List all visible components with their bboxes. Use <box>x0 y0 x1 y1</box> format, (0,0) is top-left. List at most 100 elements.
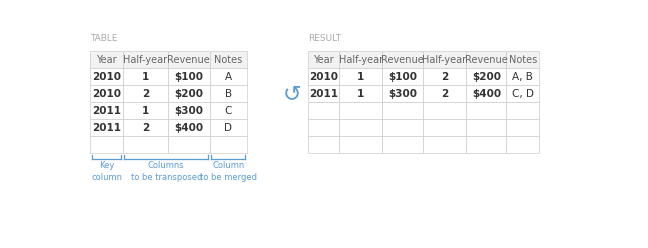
Text: Year: Year <box>313 55 334 65</box>
Text: Notes: Notes <box>214 55 242 65</box>
Text: A, B: A, B <box>513 72 533 82</box>
Bar <box>90 119 123 136</box>
Text: TABLE: TABLE <box>90 34 118 43</box>
Text: B: B <box>225 89 232 99</box>
Text: $100: $100 <box>174 72 203 82</box>
Bar <box>507 85 539 102</box>
Bar <box>507 51 539 68</box>
Bar <box>123 119 168 136</box>
Text: A: A <box>225 72 232 82</box>
Bar <box>422 102 466 119</box>
Text: C: C <box>225 106 232 116</box>
Text: 2011: 2011 <box>92 123 121 132</box>
Bar <box>382 68 422 85</box>
Bar <box>339 68 382 85</box>
Text: 2010: 2010 <box>309 72 338 82</box>
Text: 1: 1 <box>357 72 364 82</box>
Bar <box>308 119 339 136</box>
Bar <box>168 85 210 102</box>
Text: Revenue: Revenue <box>167 55 210 65</box>
Bar <box>210 102 247 119</box>
Bar <box>507 119 539 136</box>
Text: Year: Year <box>97 55 117 65</box>
Text: 2010: 2010 <box>92 72 121 82</box>
Bar <box>382 119 422 136</box>
Text: Revenue: Revenue <box>381 55 424 65</box>
Text: ↺: ↺ <box>283 84 301 104</box>
Bar <box>507 102 539 119</box>
Text: Column
to be merged: Column to be merged <box>200 161 257 182</box>
Bar <box>168 119 210 136</box>
Bar <box>466 51 507 68</box>
Text: 1: 1 <box>142 72 149 82</box>
Bar <box>422 119 466 136</box>
Bar <box>382 102 422 119</box>
Bar <box>507 136 539 153</box>
Text: $200: $200 <box>174 89 203 99</box>
Text: 1: 1 <box>357 89 364 99</box>
Bar <box>422 68 466 85</box>
Bar <box>123 102 168 119</box>
Bar <box>210 68 247 85</box>
Text: $100: $100 <box>388 72 417 82</box>
Bar <box>382 85 422 102</box>
Bar <box>339 51 382 68</box>
Bar <box>308 85 339 102</box>
Text: RESULT: RESULT <box>308 34 341 43</box>
Bar <box>308 102 339 119</box>
Text: $400: $400 <box>174 123 203 132</box>
Bar <box>168 136 210 153</box>
Bar <box>422 136 466 153</box>
Bar <box>90 136 123 153</box>
Bar <box>123 51 168 68</box>
Bar <box>168 102 210 119</box>
Bar <box>123 68 168 85</box>
Text: Key
column: Key column <box>91 161 122 182</box>
Bar <box>339 102 382 119</box>
Bar <box>308 68 339 85</box>
Text: Revenue: Revenue <box>465 55 507 65</box>
Bar <box>123 136 168 153</box>
Text: 2010: 2010 <box>92 89 121 99</box>
Text: $400: $400 <box>472 89 501 99</box>
Text: D: D <box>224 123 232 132</box>
Bar <box>422 85 466 102</box>
Text: C, D: C, D <box>512 89 534 99</box>
Text: Half-year: Half-year <box>339 55 383 65</box>
Text: 1: 1 <box>142 106 149 116</box>
Text: 2011: 2011 <box>309 89 338 99</box>
Bar <box>168 51 210 68</box>
Bar <box>339 136 382 153</box>
Bar <box>339 119 382 136</box>
Text: Columns
to be transposed: Columns to be transposed <box>130 161 202 182</box>
Bar <box>123 85 168 102</box>
Bar <box>90 85 123 102</box>
Text: 2: 2 <box>441 72 448 82</box>
Bar <box>507 68 539 85</box>
Text: Notes: Notes <box>509 55 537 65</box>
Bar <box>210 85 247 102</box>
Bar <box>382 136 422 153</box>
Text: 2: 2 <box>441 89 448 99</box>
Bar <box>308 51 339 68</box>
Bar <box>210 136 247 153</box>
Text: Half-year: Half-year <box>422 55 467 65</box>
Bar <box>466 119 507 136</box>
Bar <box>210 119 247 136</box>
Text: 2: 2 <box>142 123 149 132</box>
Bar <box>210 51 247 68</box>
Bar <box>466 85 507 102</box>
Bar <box>466 136 507 153</box>
Bar <box>382 51 422 68</box>
Text: $200: $200 <box>472 72 501 82</box>
Bar <box>90 51 123 68</box>
Text: $300: $300 <box>174 106 203 116</box>
Text: 2011: 2011 <box>92 106 121 116</box>
Text: 2: 2 <box>142 89 149 99</box>
Bar <box>308 136 339 153</box>
Bar <box>90 68 123 85</box>
Text: Half-year: Half-year <box>123 55 167 65</box>
Bar <box>168 68 210 85</box>
Text: $300: $300 <box>388 89 417 99</box>
Bar <box>90 102 123 119</box>
